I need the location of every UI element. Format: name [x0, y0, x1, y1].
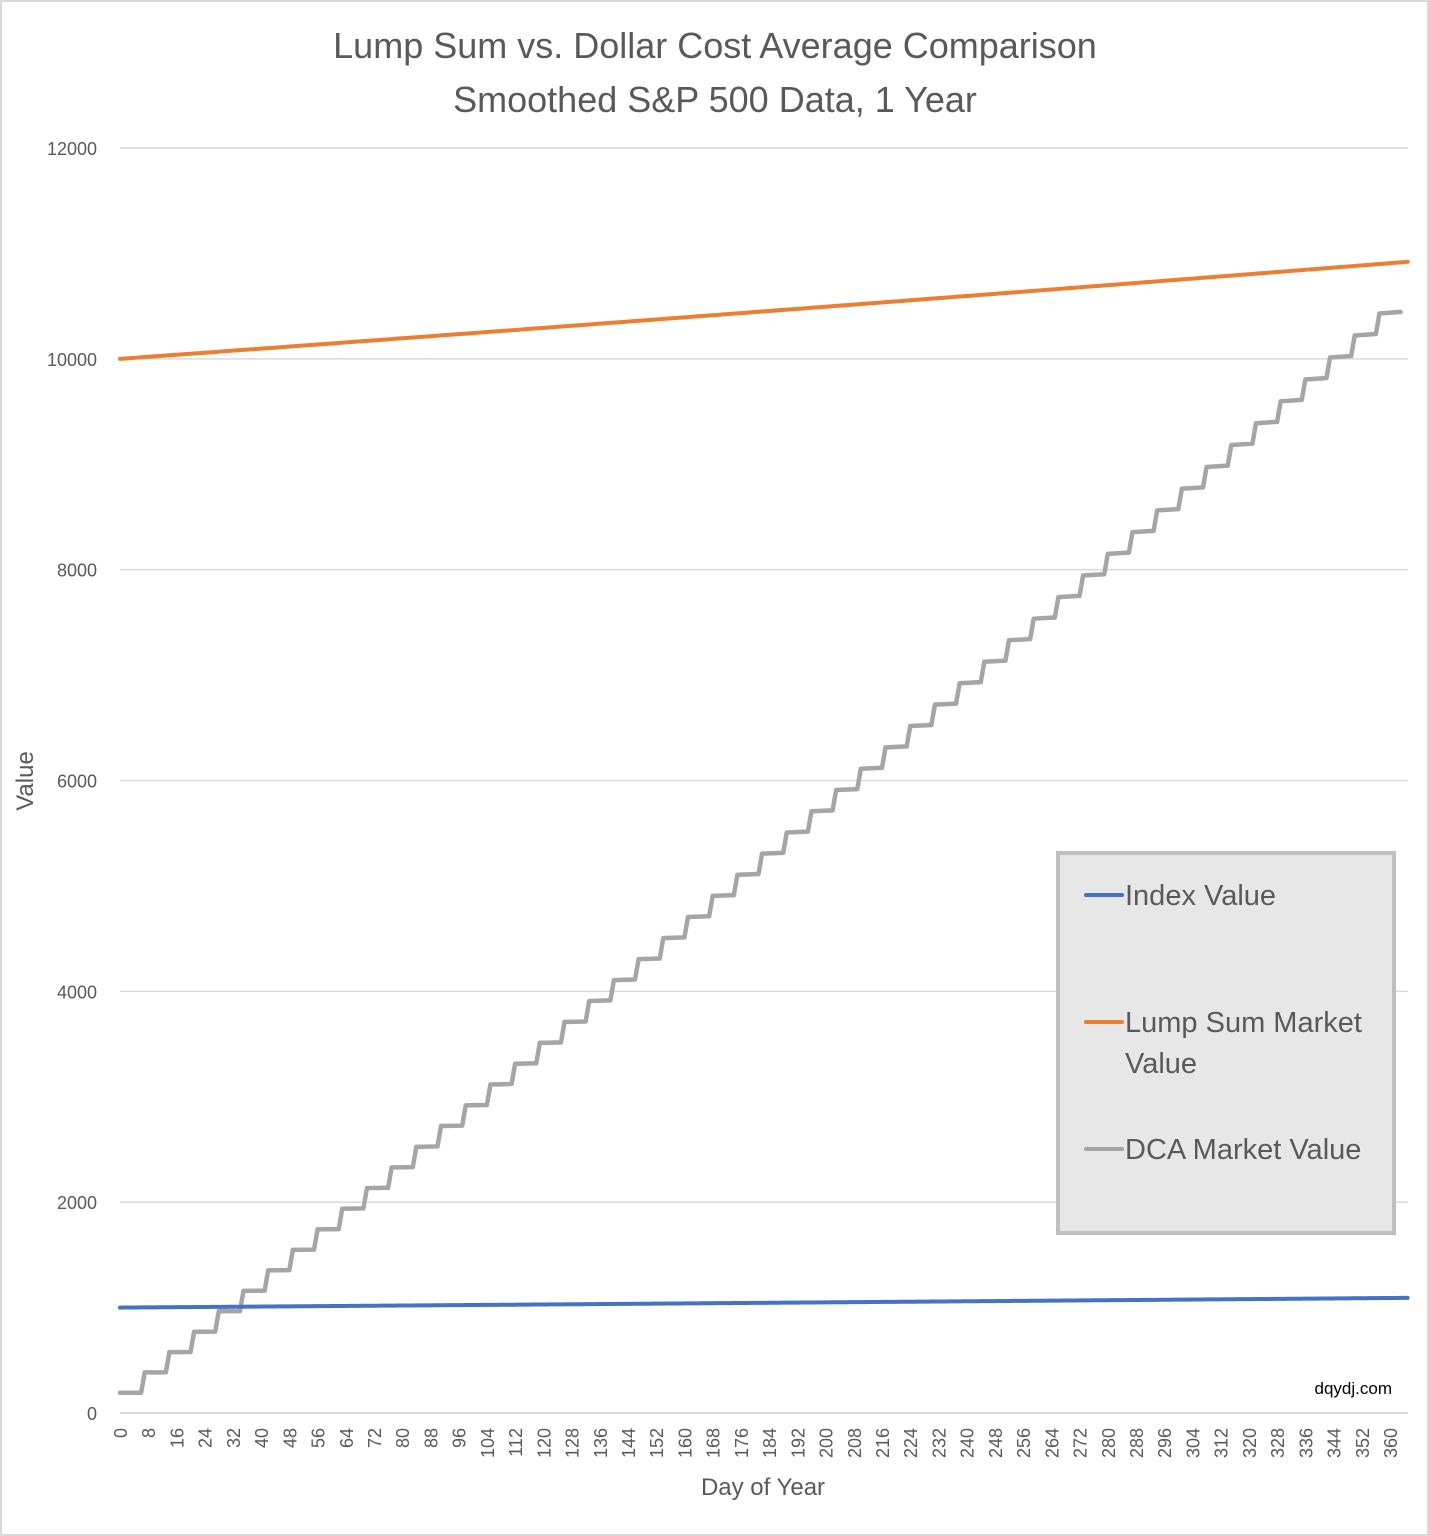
x-tick-label: 344 — [1325, 1428, 1345, 1458]
legend-label-index: Index Value — [1125, 880, 1276, 912]
series-line-lump-sum — [118, 259, 1410, 361]
y-tick-label: 10000 — [47, 350, 97, 370]
x-tick-label: 16 — [167, 1428, 187, 1448]
x-tick-label: 240 — [958, 1428, 978, 1458]
x-tick-label: 128 — [563, 1428, 583, 1458]
x-tick-label: 144 — [619, 1428, 639, 1458]
x-tick-label: 168 — [704, 1428, 724, 1458]
x-tick-label: 32 — [224, 1428, 244, 1448]
x-tick-label: 224 — [901, 1428, 921, 1458]
legend-box — [1056, 851, 1396, 1235]
legend-label-lump-sum-cont: Value — [1125, 1048, 1197, 1080]
x-tick-label: 272 — [1071, 1428, 1091, 1458]
legend-label-lump-sum: Lump Sum Market — [1125, 1007, 1362, 1039]
series-line-index — [118, 1295, 1410, 1310]
x-tick-label: 264 — [1042, 1428, 1062, 1458]
x-tick-label: 0 — [111, 1428, 131, 1438]
x-tick-label: 56 — [309, 1428, 329, 1448]
y-axis-label: Value — [12, 751, 39, 811]
x-tick-label: 208 — [845, 1428, 865, 1458]
legend: Index Value Lump Sum Market Value DCA Ma… — [1056, 851, 1396, 1235]
x-tick-label: 336 — [1296, 1428, 1316, 1458]
x-tick-label: 296 — [1155, 1428, 1175, 1458]
x-tick-label: 248 — [986, 1428, 1006, 1458]
x-tick-label: 96 — [450, 1428, 470, 1448]
watermark: dqydj.com — [1315, 1379, 1392, 1398]
x-tick-label: 120 — [534, 1428, 554, 1458]
x-tick-label: 64 — [337, 1428, 357, 1448]
chart-subtitle: Smoothed S&P 500 Data, 1 Year — [453, 79, 977, 120]
y-tick-label: 6000 — [57, 772, 97, 792]
x-tick-label: 160 — [675, 1428, 695, 1458]
x-tick-label: 288 — [1127, 1428, 1147, 1458]
x-tick-labels: 0 8 16 24 32 40 48 56 64 72 80 88 96 104 112 120 128 136 1… — [111, 1428, 1401, 1458]
legend-label-dca: DCA Market Value — [1125, 1134, 1361, 1166]
x-tick-label: 48 — [280, 1428, 300, 1448]
x-tick-label: 280 — [1099, 1428, 1119, 1458]
x-tick-label: 192 — [788, 1428, 808, 1458]
x-tick-label: 312 — [1212, 1428, 1232, 1458]
y-tick-label: 12000 — [47, 139, 97, 159]
x-tick-label: 104 — [478, 1428, 498, 1458]
x-tick-label: 72 — [365, 1428, 385, 1448]
x-tick-label: 352 — [1353, 1428, 1373, 1458]
x-tick-label: 200 — [817, 1428, 837, 1458]
x-tick-label: 8 — [139, 1428, 159, 1438]
x-axis-label: Day of Year — [701, 1474, 825, 1501]
x-tick-label: 152 — [647, 1428, 667, 1458]
chart-title: Lump Sum vs. Dollar Cost Average Compari… — [333, 25, 1097, 66]
x-tick-label: 360 — [1381, 1428, 1401, 1458]
series-line-dca — [117, 309, 1403, 1396]
y-tick-label: 8000 — [57, 561, 97, 581]
y-tick-labels: 0 2000 4000 6000 8000 10000 12000 — [47, 139, 97, 1424]
x-tick-label: 88 — [421, 1428, 441, 1448]
x-tick-label: 216 — [873, 1428, 893, 1458]
x-tick-label: 112 — [506, 1428, 526, 1457]
y-tick-label: 4000 — [57, 982, 97, 1002]
y-tick-label: 0 — [87, 1404, 97, 1424]
y-tick-label: 2000 — [57, 1193, 97, 1213]
x-tick-label: 320 — [1240, 1428, 1260, 1458]
x-tick-label: 232 — [929, 1428, 949, 1458]
x-tick-label: 136 — [591, 1428, 611, 1458]
x-tick-label: 304 — [1183, 1428, 1203, 1458]
x-tick-label: 176 — [732, 1428, 752, 1458]
x-tick-label: 184 — [760, 1428, 780, 1458]
x-tick-label: 328 — [1268, 1428, 1288, 1458]
x-tick-label: 80 — [393, 1428, 413, 1448]
x-tick-label: 24 — [196, 1428, 216, 1448]
x-tick-label: 256 — [1014, 1428, 1034, 1458]
x-tick-label: 40 — [252, 1428, 272, 1448]
series-lines — [117, 259, 1410, 1396]
